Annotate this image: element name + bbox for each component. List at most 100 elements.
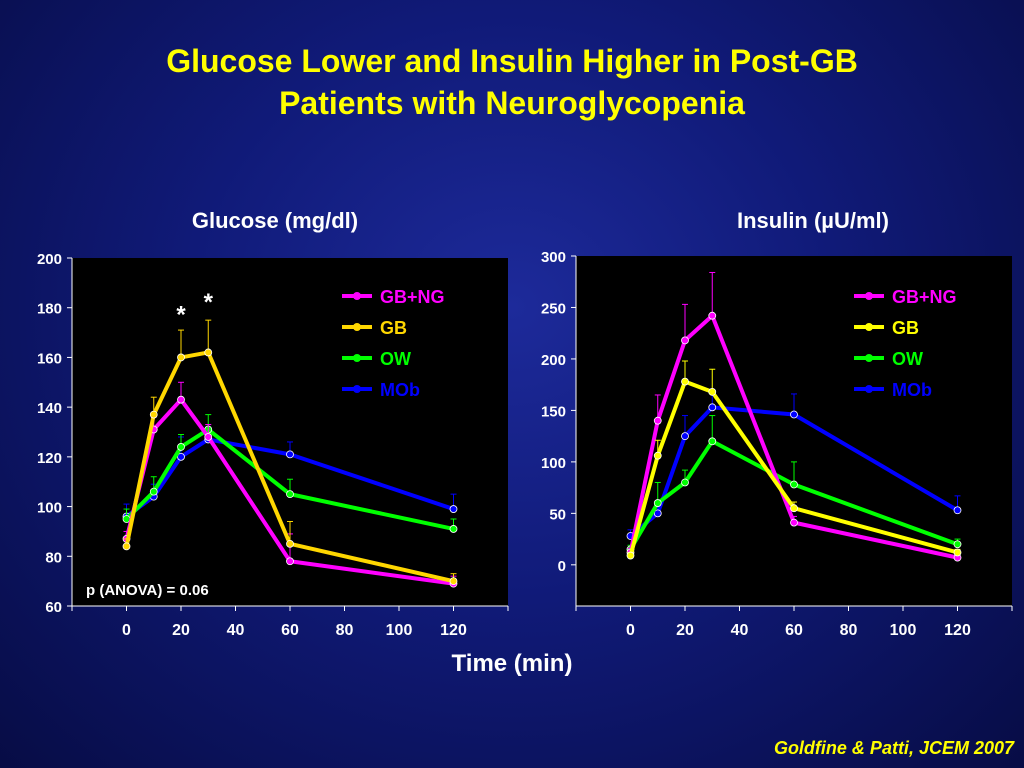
x-tick-label: 100 bbox=[890, 622, 917, 639]
series-line bbox=[125, 437, 455, 519]
data-point bbox=[286, 490, 294, 499]
legend-label: MOb bbox=[892, 380, 932, 400]
legend-label: GB+NG bbox=[892, 287, 957, 307]
x-tick-label: 40 bbox=[731, 622, 749, 639]
data-point bbox=[449, 525, 458, 533]
data-point bbox=[177, 452, 185, 461]
citation: Goldfine & Patti, JCEM 2007 bbox=[773, 738, 1014, 758]
data-point bbox=[953, 548, 962, 557]
data-point bbox=[286, 539, 294, 548]
y-tick-label: 300 bbox=[541, 249, 566, 266]
legend: GB+NG GB OW MOb bbox=[854, 287, 957, 400]
data-point bbox=[681, 432, 689, 441]
data-point bbox=[790, 480, 798, 489]
data-point bbox=[708, 311, 717, 320]
legend-marker bbox=[353, 292, 361, 300]
x-tick-label: 80 bbox=[840, 622, 858, 639]
data-point bbox=[653, 416, 662, 425]
legend-label: GB bbox=[380, 318, 407, 338]
legend-marker bbox=[865, 385, 873, 393]
data-point bbox=[626, 551, 635, 560]
data-point bbox=[177, 395, 185, 404]
x-axis-label: Time (min) bbox=[451, 650, 573, 677]
data-point bbox=[953, 540, 962, 549]
glucose-chart-title: Glucose (mg/dl) bbox=[191, 208, 359, 233]
data-point bbox=[653, 451, 662, 460]
data-point bbox=[708, 437, 717, 446]
x-tick-label: 120 bbox=[944, 622, 971, 639]
y-tick-label: 150 bbox=[541, 403, 566, 420]
y-tick-label: 250 bbox=[541, 300, 566, 317]
series-line bbox=[629, 405, 959, 538]
y-tick-label: 140 bbox=[37, 400, 62, 417]
data-point bbox=[149, 410, 158, 419]
data-point bbox=[681, 478, 689, 487]
title-line-1: Glucose Lower and Insulin Higher in Post… bbox=[166, 43, 858, 79]
data-point bbox=[204, 348, 213, 357]
legend-label: MOb bbox=[380, 380, 420, 400]
x-tick-label: 100 bbox=[386, 622, 413, 639]
x-tick-label: 0 bbox=[122, 622, 131, 639]
data-point bbox=[122, 542, 131, 551]
data-point bbox=[653, 499, 662, 507]
y-tick-label: 180 bbox=[37, 301, 62, 318]
legend-label: OW bbox=[892, 349, 923, 369]
series-line bbox=[628, 379, 959, 557]
series-gb bbox=[626, 360, 962, 560]
data-point bbox=[177, 353, 185, 362]
data-point bbox=[149, 487, 158, 496]
series-line bbox=[125, 427, 454, 531]
series-ow bbox=[626, 415, 962, 554]
y-tick-label: 200 bbox=[541, 352, 566, 369]
x-tick-label: 60 bbox=[281, 622, 299, 639]
data-point bbox=[681, 336, 689, 345]
legend-marker bbox=[865, 354, 873, 362]
x-tick-label: 60 bbox=[785, 622, 803, 639]
legend-marker bbox=[865, 292, 873, 300]
legend-label: GB bbox=[892, 318, 919, 338]
y-tick-label: 50 bbox=[549, 506, 566, 523]
data-point bbox=[286, 450, 294, 459]
legend-marker bbox=[353, 323, 361, 331]
data-point bbox=[449, 505, 458, 513]
y-tick-label: 80 bbox=[45, 549, 62, 566]
y-tick-label: 200 bbox=[37, 251, 62, 268]
x-tick-label: 0 bbox=[626, 622, 635, 639]
x-tick-label: 80 bbox=[336, 622, 354, 639]
x-tick-label: 20 bbox=[172, 622, 190, 639]
data-point bbox=[790, 518, 798, 527]
significance-asterisk: * bbox=[204, 289, 214, 316]
data-point bbox=[204, 433, 213, 441]
series-line bbox=[628, 313, 958, 560]
legend-label: GB+NG bbox=[380, 287, 445, 307]
significance-asterisk: * bbox=[176, 302, 186, 329]
legend: GB+NG GB OW MOb bbox=[342, 287, 445, 400]
legend-marker bbox=[865, 323, 873, 331]
y-tick-label: 60 bbox=[45, 599, 62, 616]
x-tick-label: 120 bbox=[440, 622, 467, 639]
legend-marker bbox=[353, 385, 361, 393]
series-line bbox=[124, 397, 454, 586]
x-tick-label: 20 bbox=[676, 622, 694, 639]
data-point bbox=[953, 506, 962, 515]
y-tick-label: 160 bbox=[37, 350, 62, 367]
y-tick-label: 100 bbox=[37, 500, 62, 517]
y-tick-label: 100 bbox=[541, 455, 566, 472]
x-tick-label: 40 bbox=[227, 622, 245, 639]
data-point bbox=[286, 557, 294, 566]
title-line-2: Patients with Neuroglycopenia bbox=[279, 85, 745, 121]
glucose-chart: 60 80 100 120 140 160 180 200 0 20 40 60 80 100 120 GB+… bbox=[37, 251, 509, 639]
legend-label: OW bbox=[380, 349, 411, 369]
data-point bbox=[708, 403, 717, 412]
page-title: Glucose Lower and Insulin Higher in Post… bbox=[0, 40, 1024, 124]
series-line bbox=[124, 350, 454, 584]
anova-annotation: p (ANOVA) = 0.06 bbox=[86, 582, 209, 599]
data-point bbox=[708, 387, 717, 396]
data-point bbox=[790, 410, 798, 419]
y-tick-label: 120 bbox=[37, 450, 62, 467]
data-point bbox=[790, 504, 798, 513]
insulin-chart-title: Insulin (µU/ml) bbox=[736, 208, 889, 233]
series-line bbox=[628, 439, 959, 551]
